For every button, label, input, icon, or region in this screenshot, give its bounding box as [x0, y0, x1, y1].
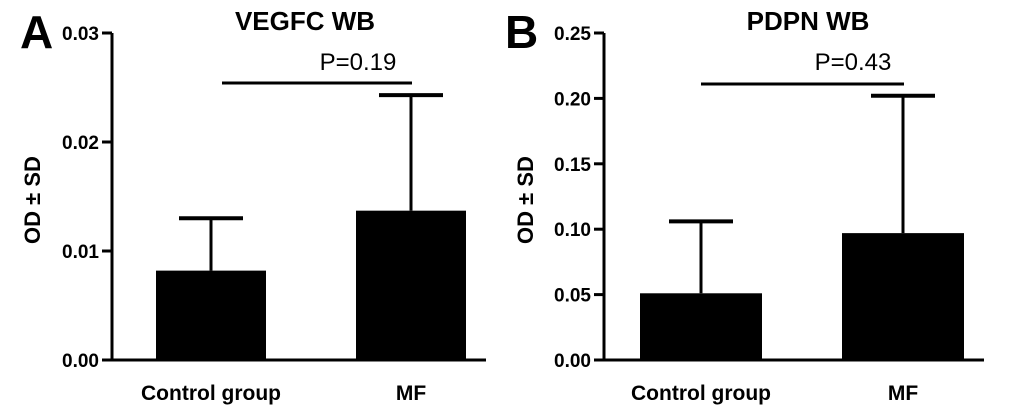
panel-letter-a: A [20, 6, 53, 58]
bar [156, 270, 266, 360]
category-labels: Control group MF [631, 382, 918, 405]
y-tick-label: 0.05 [554, 286, 591, 307]
y-tick-label: 0.15 [554, 155, 591, 176]
bars [156, 81, 466, 360]
chart-title: PDPN WB [747, 6, 870, 36]
p-value-annotation: P=0.19 [320, 49, 397, 76]
y-tick-label: 0.20 [554, 89, 591, 110]
y-tick-label: 0.03 [62, 24, 99, 45]
chart-panel-b: B PDPN WB OD ± SD P=0.43 0.00 0.05 0.10 0.1… [505, 6, 984, 405]
y-tick-label: 0.25 [554, 24, 591, 45]
category-labels: Control group MF [141, 382, 426, 405]
y-axis-ticks: 0.00 0.05 0.10 0.15 0.20 0.25 [554, 24, 984, 372]
bar [356, 210, 466, 360]
y-tick-label: 0.02 [62, 133, 99, 154]
y-tick-label: 0.10 [554, 220, 591, 241]
chart-panel-a: A VEGFC WB OD ± SD P=0.19 0.00 0.01 0.02 0.… [20, 6, 486, 405]
y-tick-label: 0.00 [554, 351, 591, 372]
panel-letter-b: B [505, 6, 538, 58]
y-axis-label: OD ± SD [20, 156, 45, 244]
category-label: MF [888, 382, 918, 405]
category-label: MF [396, 382, 426, 405]
y-tick-label: 0.00 [62, 351, 99, 372]
chart-title: VEGFC WB [235, 6, 375, 36]
y-tick-label: 0.01 [62, 242, 99, 263]
bar [640, 293, 762, 360]
category-label: Control group [141, 382, 281, 405]
category-label: Control group [631, 382, 771, 405]
y-axis-label: OD ± SD [513, 156, 538, 244]
p-value-annotation: P=0.43 [815, 49, 892, 76]
bar [842, 233, 964, 360]
bars [640, 82, 964, 360]
